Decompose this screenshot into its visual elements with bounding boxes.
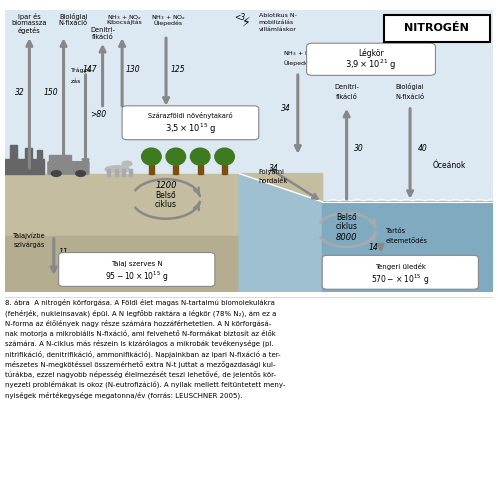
- Text: Belső: Belső: [156, 191, 176, 199]
- Text: 34: 34: [281, 104, 290, 113]
- Text: NH$_3$ + NO$_x$: NH$_3$ + NO$_x$: [283, 49, 319, 58]
- Bar: [10, 146, 17, 159]
- Polygon shape: [239, 174, 322, 292]
- FancyBboxPatch shape: [48, 162, 89, 174]
- Bar: [49, 155, 71, 162]
- Text: 34: 34: [268, 164, 278, 173]
- Text: 1200: 1200: [155, 181, 177, 190]
- Text: 40: 40: [417, 144, 427, 153]
- Text: 30: 30: [354, 144, 364, 153]
- Bar: [173, 165, 178, 174]
- Ellipse shape: [166, 148, 186, 165]
- Text: Abiotikus N-: Abiotikus N-: [259, 13, 297, 18]
- Text: szivárgás: szivárgás: [13, 242, 45, 248]
- Text: Belső: Belső: [336, 213, 357, 222]
- Bar: [5, 159, 44, 174]
- Text: $570-\times10^{15}$ g: $570-\times10^{15}$ g: [371, 272, 429, 287]
- Text: N-fixáció: N-fixáció: [395, 94, 425, 100]
- Text: 125: 125: [171, 65, 186, 74]
- Text: 130: 130: [126, 65, 140, 74]
- Ellipse shape: [141, 148, 161, 165]
- Text: 8. ábra  A nitrogén körforgása. A Földi élet magas N-tartalmú biomolekulákra
(fe: 8. ábra A nitrogén körforgása. A Földi é…: [5, 299, 285, 399]
- FancyBboxPatch shape: [307, 43, 435, 75]
- Ellipse shape: [105, 166, 129, 173]
- Text: $3{,}5\times10^{15}$ g: $3{,}5\times10^{15}$ g: [165, 121, 216, 136]
- Text: Kibocsájtás: Kibocsájtás: [107, 20, 142, 25]
- Bar: [198, 165, 203, 174]
- Text: NH$_3$ + NO$_x$: NH$_3$ + NO$_x$: [151, 13, 186, 22]
- Bar: [149, 165, 154, 174]
- Text: Ipar és: Ipar és: [18, 13, 41, 20]
- Text: N-fixáció: N-fixáció: [59, 20, 88, 26]
- Bar: [129, 169, 132, 176]
- Text: fikáció: fikáció: [92, 34, 114, 40]
- FancyBboxPatch shape: [322, 255, 479, 289]
- Text: Denitri-: Denitri-: [90, 27, 115, 33]
- FancyBboxPatch shape: [122, 106, 259, 140]
- Text: mobilizálás: mobilizálás: [259, 20, 294, 25]
- Text: 14: 14: [369, 243, 378, 252]
- Text: 8000: 8000: [336, 233, 358, 242]
- Bar: [24, 148, 32, 159]
- Text: eltemetődés: eltemetődés: [385, 238, 428, 244]
- Text: zás: zás: [71, 79, 81, 84]
- Circle shape: [76, 171, 86, 176]
- Text: <3: <3: [235, 13, 246, 22]
- Text: Biológiai: Biológiai: [59, 13, 88, 20]
- Text: $95-10\times10^{15}$ g: $95-10\times10^{15}$ g: [105, 269, 168, 284]
- Text: 147: 147: [83, 65, 98, 74]
- Ellipse shape: [122, 161, 132, 166]
- Ellipse shape: [215, 148, 235, 165]
- Polygon shape: [239, 174, 322, 202]
- Bar: [5, 174, 322, 236]
- Text: biomassza: biomassza: [11, 20, 47, 26]
- Text: $3{,}9\times10^{21}$ g: $3{,}9\times10^{21}$ g: [345, 58, 397, 72]
- Text: Tartós: Tartós: [385, 228, 406, 234]
- FancyBboxPatch shape: [59, 252, 215, 287]
- Text: Folyami: Folyami: [259, 168, 285, 175]
- FancyBboxPatch shape: [384, 15, 490, 42]
- Bar: [115, 169, 118, 176]
- Text: >80: >80: [91, 110, 107, 119]
- Text: ciklus: ciklus: [336, 222, 358, 232]
- Text: Biológiai: Biológiai: [396, 83, 424, 90]
- Bar: [108, 169, 111, 176]
- Text: NH$_3$ + NO$_x$: NH$_3$ + NO$_x$: [107, 13, 142, 22]
- Bar: [322, 202, 493, 292]
- Text: villámláskor: villámláskor: [259, 27, 297, 32]
- Text: NITROGÉN: NITROGÉN: [404, 23, 469, 33]
- Text: Óceánok: Óceánok: [432, 161, 466, 170]
- Polygon shape: [239, 174, 493, 292]
- Text: hordalék: hordalék: [259, 178, 288, 185]
- Text: 11: 11: [59, 248, 68, 257]
- Text: Talajvízbe: Talajvízbe: [13, 233, 46, 240]
- Ellipse shape: [190, 148, 210, 165]
- Text: Ülepedés: Ülepedés: [283, 60, 312, 66]
- Text: ⚡: ⚡: [242, 15, 251, 29]
- Text: Szárazföldi növénytakaró: Szárazföldi növénytakaró: [148, 112, 233, 119]
- Text: ciklus: ciklus: [155, 200, 177, 209]
- Text: Ülepedés: Ülepedés: [154, 20, 183, 26]
- Bar: [5, 236, 322, 292]
- Text: fikáció: fikáció: [336, 94, 358, 100]
- Bar: [37, 149, 42, 159]
- Text: Trágyá-: Trágyá-: [71, 67, 94, 73]
- Text: 150: 150: [44, 88, 59, 97]
- Bar: [222, 165, 227, 174]
- Text: égetés: égetés: [18, 27, 41, 34]
- Text: 32: 32: [15, 88, 24, 97]
- Bar: [122, 169, 125, 176]
- Circle shape: [51, 171, 61, 176]
- Text: Denitri-: Denitri-: [334, 84, 359, 90]
- Text: Légkör: Légkör: [358, 49, 384, 58]
- Text: Talaj szerves N: Talaj szerves N: [111, 261, 163, 267]
- Text: Tengeri üledék: Tengeri üledék: [375, 263, 426, 270]
